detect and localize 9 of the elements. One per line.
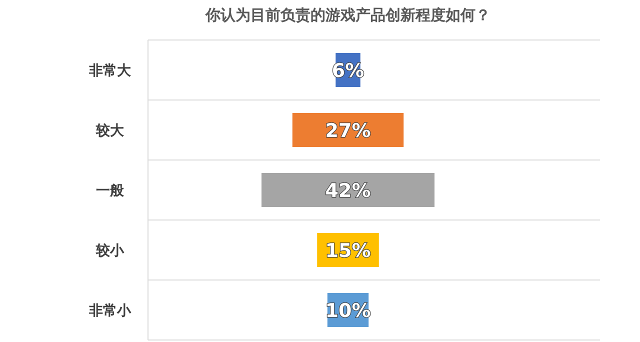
data-label: 27%: [325, 120, 371, 142]
text: 你认为目前负责的游戏产品创新程度如何？: [204, 6, 490, 24]
data-label: 15%: [325, 240, 371, 262]
category-label: 一般: [96, 183, 125, 199]
category-label: 非常大: [88, 63, 132, 79]
data-label: 42%: [325, 180, 371, 202]
category-label: 较小: [95, 243, 125, 259]
category-label: 较大: [95, 123, 125, 139]
category-label: 非常小: [88, 303, 132, 319]
